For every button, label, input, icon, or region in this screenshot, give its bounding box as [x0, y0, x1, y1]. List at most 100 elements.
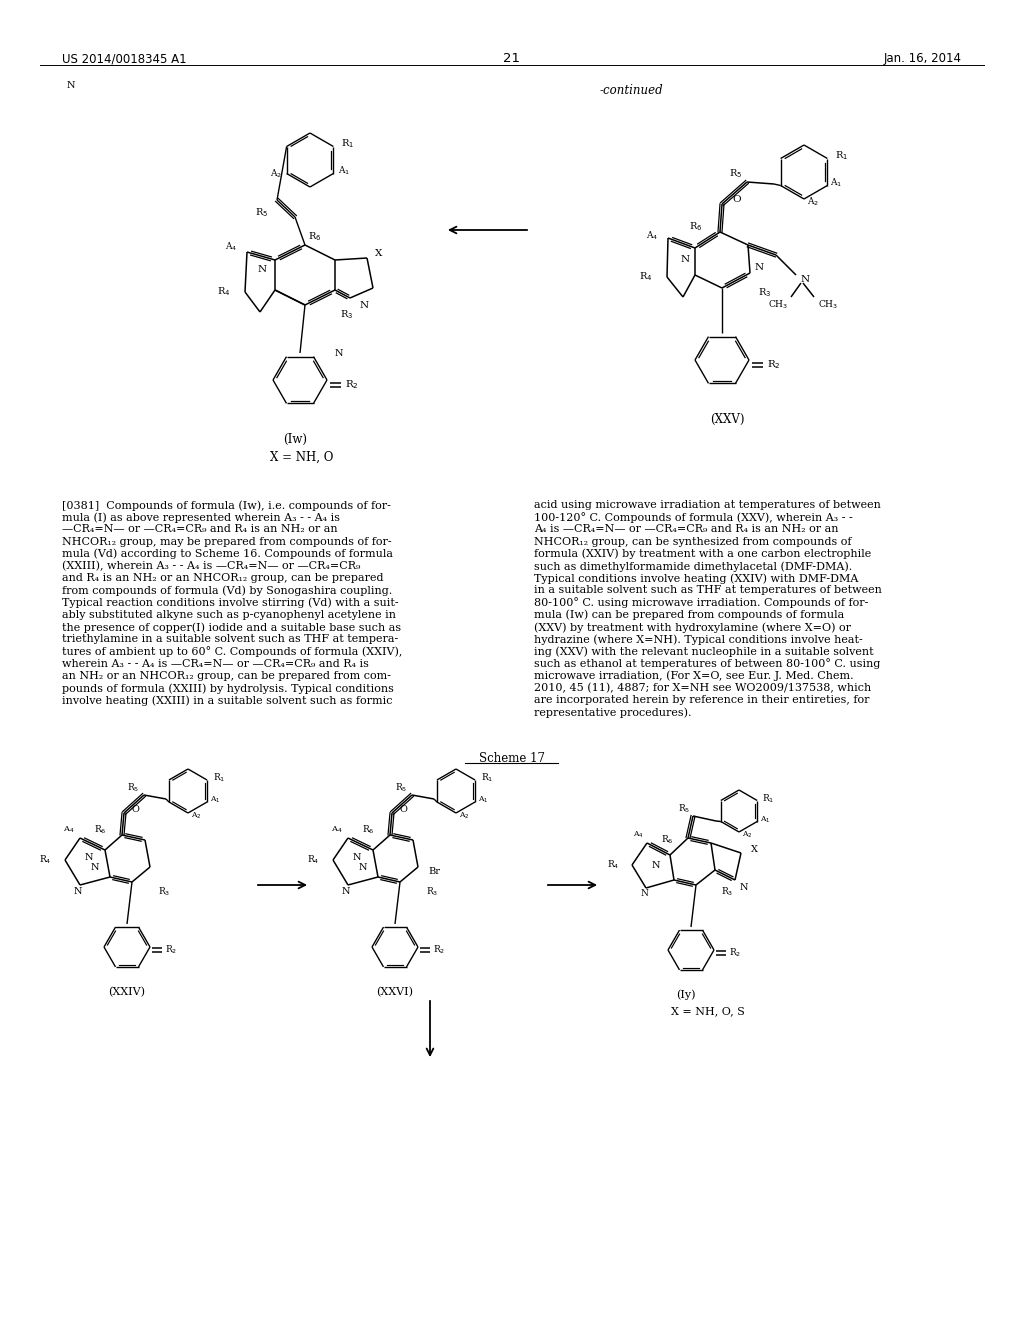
Text: N: N — [352, 854, 361, 862]
Text: R$_4$: R$_4$ — [40, 854, 52, 866]
Text: CH$_3$: CH$_3$ — [818, 298, 839, 312]
Text: O: O — [732, 194, 740, 203]
Text: R$_6$: R$_6$ — [94, 824, 106, 837]
Text: N: N — [755, 264, 764, 272]
Text: O: O — [132, 805, 140, 814]
Text: A$_4$: A$_4$ — [63, 825, 75, 836]
Text: hydrazine (where X=NH). Typical conditions involve heat-: hydrazine (where X=NH). Typical conditio… — [534, 634, 863, 644]
Text: 100-120° C. Compounds of formula (XXV), wherein A₃ - -: 100-120° C. Compounds of formula (XXV), … — [534, 512, 853, 523]
Text: (XXV): (XXV) — [710, 412, 744, 425]
Text: N: N — [640, 888, 648, 898]
Text: R$_1$: R$_1$ — [213, 772, 225, 784]
Text: R$_6$: R$_6$ — [662, 834, 674, 846]
Text: ably substituted alkyne such as p-cyanophenyl acetylene in: ably substituted alkyne such as p-cyanop… — [62, 610, 396, 620]
Text: (Iw): (Iw) — [283, 433, 307, 446]
Text: involve heating (XXIII) in a suitable solvent such as formic: involve heating (XXIII) in a suitable so… — [62, 696, 392, 706]
Text: R$_5$: R$_5$ — [729, 168, 742, 181]
Text: N: N — [85, 854, 93, 862]
Text: R$_4$: R$_4$ — [307, 854, 319, 866]
Text: R$_5$: R$_5$ — [678, 803, 690, 816]
Text: —CR₄=N— or —CR₄=CR₉ and R₄ is an NH₂ or an: —CR₄=N— or —CR₄=CR₉ and R₄ is an NH₂ or … — [62, 524, 338, 535]
Text: N: N — [651, 861, 660, 870]
Text: R$_4$: R$_4$ — [639, 271, 652, 284]
Text: A$_1$: A$_1$ — [210, 795, 220, 805]
Text: X: X — [375, 248, 382, 257]
Text: A$_4$: A$_4$ — [332, 825, 343, 836]
Text: R$_1$: R$_1$ — [762, 792, 774, 805]
Text: from compounds of formula (Vd) by Sonogashira coupling.: from compounds of formula (Vd) by Sonoga… — [62, 585, 392, 595]
Text: Typical reaction conditions involve stirring (Vd) with a suit-: Typical reaction conditions involve stir… — [62, 598, 398, 609]
Text: R$_1$: R$_1$ — [481, 772, 494, 784]
Text: and R₄ is an NH₂ or an NHCOR₁₂ group, can be prepared: and R₄ is an NH₂ or an NHCOR₁₂ group, ca… — [62, 573, 384, 583]
Text: NHCOR₁₂ group, can be synthesized from compounds of: NHCOR₁₂ group, can be synthesized from c… — [534, 537, 852, 546]
Text: such as ethanol at temperatures of between 80-100° C. using: such as ethanol at temperatures of betwe… — [534, 659, 881, 669]
Text: X = NH, O, S: X = NH, O, S — [671, 1006, 744, 1016]
Text: R$_5$: R$_5$ — [255, 207, 268, 219]
Text: in a suitable solvent such as THF at temperatures of between: in a suitable solvent such as THF at tem… — [534, 585, 882, 595]
Text: wherein A₃ - - A₄ is —CR₄=N— or —CR₄=CR₉ and R₄ is: wherein A₃ - - A₄ is —CR₄=N— or —CR₄=CR₉… — [62, 659, 369, 669]
Text: R$_3$: R$_3$ — [721, 886, 733, 898]
Text: O: O — [400, 805, 408, 814]
Text: N: N — [740, 883, 749, 892]
Text: A$_2$: A$_2$ — [807, 195, 819, 209]
Text: CH$_3$: CH$_3$ — [768, 298, 788, 312]
Text: such as dimethylformamide dimethylacetal (DMF-DMA).: such as dimethylformamide dimethylacetal… — [534, 561, 852, 572]
Text: NHCOR₁₂ group, may be prepared from compounds of for-: NHCOR₁₂ group, may be prepared from comp… — [62, 537, 391, 546]
Text: mula (Iw) can be prepared from compounds of formula: mula (Iw) can be prepared from compounds… — [534, 610, 844, 620]
Text: (Iy): (Iy) — [676, 990, 695, 1001]
Text: mula (I) as above represented wherein A₃ - - A₄ is: mula (I) as above represented wherein A₃… — [62, 512, 340, 523]
Text: the presence of copper(I) iodide and a suitable base such as: the presence of copper(I) iodide and a s… — [62, 622, 401, 632]
Text: R$_1$: R$_1$ — [341, 137, 354, 150]
Text: R$_1$: R$_1$ — [836, 149, 849, 162]
Text: R$_2$: R$_2$ — [767, 359, 780, 371]
Text: R$_4$: R$_4$ — [607, 859, 620, 871]
Text: an NH₂ or an NHCOR₁₂ group, can be prepared from com-: an NH₂ or an NHCOR₁₂ group, can be prepa… — [62, 671, 391, 681]
Text: R$_6$: R$_6$ — [689, 220, 702, 234]
Text: A$_4$: A$_4$ — [224, 240, 237, 253]
Text: A$_1$: A$_1$ — [830, 177, 843, 189]
Text: R$_3$: R$_3$ — [426, 886, 438, 898]
Text: R$_3$: R$_3$ — [758, 286, 771, 300]
Text: A$_2$: A$_2$ — [269, 168, 282, 180]
Text: A$_2$: A$_2$ — [459, 810, 470, 821]
Text: Jan. 16, 2014: Jan. 16, 2014 — [884, 51, 962, 65]
Text: microwave irradiation, (For X=O, see Eur. J. Med. Chem.: microwave irradiation, (For X=O, see Eur… — [534, 671, 854, 681]
Text: N: N — [335, 348, 343, 358]
Text: A$_1$: A$_1$ — [760, 814, 771, 825]
Text: R$_5$: R$_5$ — [394, 781, 407, 795]
Text: R$_3$: R$_3$ — [340, 309, 353, 321]
Text: N: N — [801, 276, 810, 285]
Text: Scheme 17: Scheme 17 — [479, 752, 545, 766]
Text: N: N — [681, 256, 690, 264]
Text: A$_4$: A$_4$ — [633, 830, 644, 841]
Text: N: N — [74, 887, 82, 895]
Text: 21: 21 — [504, 51, 520, 65]
Text: mula (Vd) according to Scheme 16. Compounds of formula: mula (Vd) according to Scheme 16. Compou… — [62, 549, 393, 560]
Text: A$_1$: A$_1$ — [338, 164, 350, 177]
Text: A₄ is —CR₄=N— or —CR₄=CR₉ and R₄ is an NH₂ or an: A₄ is —CR₄=N— or —CR₄=CR₉ and R₄ is an N… — [534, 524, 839, 535]
Text: [0381]  Compounds of formula (Iw), i.e. compounds of for-: [0381] Compounds of formula (Iw), i.e. c… — [62, 500, 391, 511]
Text: R$_6$: R$_6$ — [308, 231, 322, 243]
Text: Typical conditions involve heating (XXIV) with DMF-DMA: Typical conditions involve heating (XXIV… — [534, 573, 858, 583]
Text: R$_5$: R$_5$ — [127, 781, 139, 795]
Text: -continued: -continued — [600, 83, 664, 96]
Text: R$_2$: R$_2$ — [165, 944, 177, 956]
Text: representative procedures).: representative procedures). — [534, 708, 691, 718]
Text: formula (XXIV) by treatment with a one carbon electrophile: formula (XXIV) by treatment with a one c… — [534, 549, 871, 560]
Text: 2010, 45 (11), 4887; for X=NH see WO2009/137538, which: 2010, 45 (11), 4887; for X=NH see WO2009… — [534, 682, 871, 693]
Text: N: N — [358, 863, 367, 873]
Text: A$_1$: A$_1$ — [478, 795, 488, 805]
Text: N: N — [342, 887, 350, 895]
Text: are incorporated herein by reference in their entireties, for: are incorporated herein by reference in … — [534, 696, 869, 705]
Text: (XXIII), wherein A₃ - - A₄ is —CR₄=N— or —CR₄=CR₉: (XXIII), wherein A₃ - - A₄ is —CR₄=N— or… — [62, 561, 360, 572]
Text: R$_2$: R$_2$ — [729, 946, 741, 960]
Text: N: N — [90, 863, 99, 873]
Text: R$_2$: R$_2$ — [345, 379, 358, 392]
Text: X = NH, O: X = NH, O — [270, 450, 334, 463]
Text: (XXVI): (XXVI) — [377, 987, 414, 997]
Text: triethylamine in a suitable solvent such as THF at tempera-: triethylamine in a suitable solvent such… — [62, 634, 398, 644]
Text: R$_6$: R$_6$ — [362, 824, 375, 837]
Text: pounds of formula (XXIII) by hydrolysis. Typical conditions: pounds of formula (XXIII) by hydrolysis.… — [62, 682, 394, 693]
Text: 80-100° C. using microwave irradiation. Compounds of for-: 80-100° C. using microwave irradiation. … — [534, 598, 868, 609]
Text: (XXIV): (XXIV) — [109, 987, 145, 997]
